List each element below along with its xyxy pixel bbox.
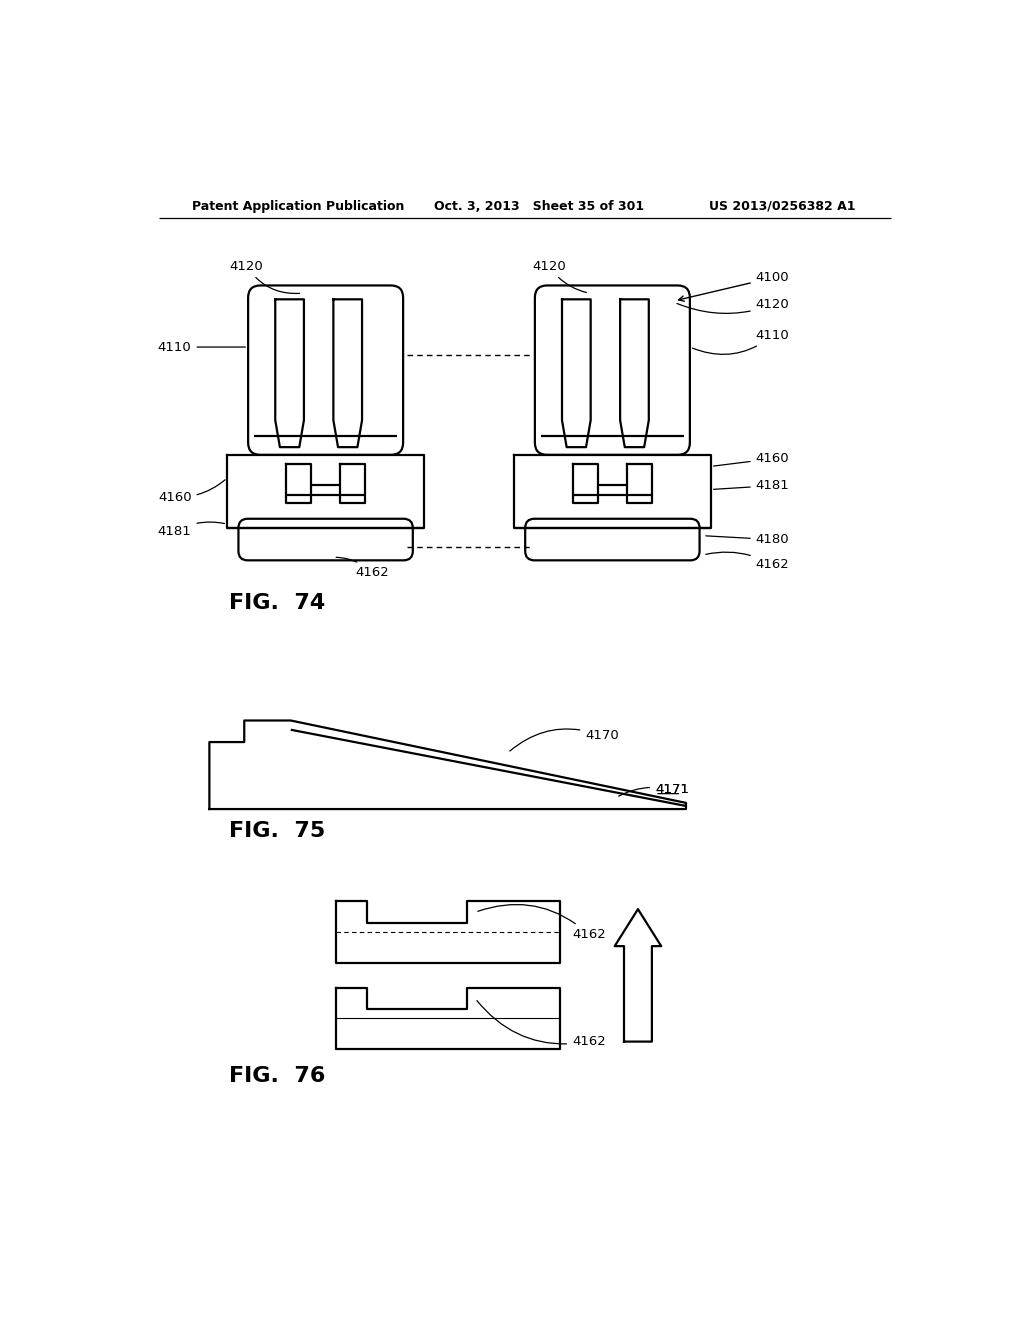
Text: FIG.  76: FIG. 76 (228, 1067, 326, 1086)
Text: 4110: 4110 (158, 341, 246, 354)
Text: 4110: 4110 (692, 329, 790, 354)
Text: 4162: 4162 (478, 904, 606, 941)
Text: 4120: 4120 (677, 298, 790, 313)
Text: 4160: 4160 (714, 453, 790, 466)
Text: 4160: 4160 (158, 479, 225, 504)
Text: 4100: 4100 (679, 271, 790, 301)
Text: 4120: 4120 (229, 260, 300, 293)
Text: 4162: 4162 (477, 1001, 606, 1048)
Text: FIG.  74: FIG. 74 (228, 593, 325, 612)
Text: 4120: 4120 (532, 260, 587, 293)
Text: 4162: 4162 (336, 557, 389, 579)
Text: 4171: 4171 (618, 783, 689, 796)
Text: Oct. 3, 2013   Sheet 35 of 301: Oct. 3, 2013 Sheet 35 of 301 (434, 199, 644, 213)
Text: 4162: 4162 (706, 552, 790, 572)
Text: FIG.  75: FIG. 75 (228, 821, 325, 841)
Text: 4171: 4171 (655, 783, 689, 796)
Text: 4180: 4180 (706, 533, 790, 546)
Text: US 2013/0256382 A1: US 2013/0256382 A1 (710, 199, 856, 213)
Text: 4181: 4181 (714, 479, 790, 492)
Text: 4170: 4170 (510, 729, 618, 751)
Text: 4181: 4181 (158, 521, 224, 539)
Text: Patent Application Publication: Patent Application Publication (191, 199, 403, 213)
